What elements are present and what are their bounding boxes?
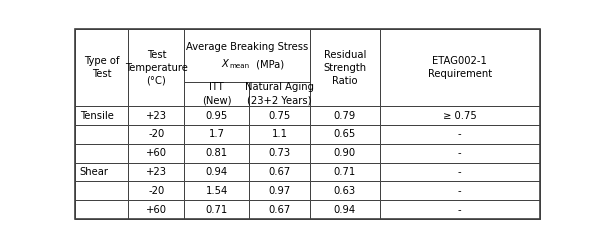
Text: -: -: [458, 186, 461, 196]
Text: 0.67: 0.67: [268, 167, 291, 177]
Bar: [128, 29, 184, 106]
Text: 0.73: 0.73: [269, 148, 290, 158]
Text: Natural Aging
(23+2 Years): Natural Aging (23+2 Years): [245, 82, 314, 106]
Bar: [310, 200, 380, 219]
Text: +23: +23: [146, 167, 167, 177]
Bar: [250, 163, 310, 182]
Bar: [75, 125, 128, 144]
Bar: [250, 82, 310, 106]
Text: ITT
(New): ITT (New): [202, 82, 232, 106]
Text: 0.94: 0.94: [206, 167, 228, 177]
Bar: [75, 200, 128, 219]
Bar: [184, 163, 250, 182]
Bar: [250, 200, 310, 219]
Text: 0.75: 0.75: [268, 111, 291, 121]
Text: -20: -20: [148, 130, 164, 140]
Bar: [310, 125, 380, 144]
Text: -: -: [458, 205, 461, 215]
Bar: [184, 106, 250, 125]
Text: Average Breaking Stress: Average Breaking Stress: [186, 42, 308, 52]
Bar: [128, 163, 184, 182]
Text: 0.63: 0.63: [334, 186, 356, 196]
Bar: [250, 182, 310, 200]
Text: Tensile: Tensile: [80, 111, 113, 121]
Bar: [128, 144, 184, 163]
Text: ETAG002-1
Requirement: ETAG002-1 Requirement: [428, 56, 492, 79]
Bar: [380, 182, 540, 200]
Bar: [380, 106, 540, 125]
Text: Type of
Test: Type of Test: [84, 56, 119, 79]
Text: +60: +60: [146, 205, 167, 215]
Text: Test
Temperature
(°C): Test Temperature (°C): [125, 50, 188, 86]
Text: 1.54: 1.54: [206, 186, 228, 196]
Bar: [184, 125, 250, 144]
Bar: [75, 163, 128, 182]
Bar: [75, 29, 128, 106]
Text: 0.81: 0.81: [206, 148, 228, 158]
Bar: [128, 125, 184, 144]
Bar: [184, 182, 250, 200]
Text: +60: +60: [146, 148, 167, 158]
Bar: [380, 144, 540, 163]
Bar: [310, 163, 380, 182]
Bar: [250, 125, 310, 144]
Text: 0.90: 0.90: [334, 148, 356, 158]
Bar: [250, 106, 310, 125]
Text: -: -: [458, 148, 461, 158]
Bar: [75, 144, 128, 163]
Text: 0.97: 0.97: [268, 186, 291, 196]
Text: 0.79: 0.79: [334, 111, 356, 121]
Text: 0.71: 0.71: [206, 205, 228, 215]
Text: mean: mean: [229, 63, 250, 69]
Bar: [75, 106, 128, 125]
Text: 1.1: 1.1: [272, 130, 287, 140]
Bar: [250, 144, 310, 163]
Text: (MPa): (MPa): [253, 59, 284, 69]
Bar: [380, 163, 540, 182]
Bar: [128, 182, 184, 200]
Bar: [380, 125, 540, 144]
Bar: [380, 29, 540, 106]
Text: -20: -20: [148, 186, 164, 196]
Bar: [184, 144, 250, 163]
Text: 0.95: 0.95: [206, 111, 228, 121]
Bar: [128, 106, 184, 125]
Bar: [310, 106, 380, 125]
Bar: [310, 182, 380, 200]
Text: 0.65: 0.65: [334, 130, 356, 140]
Bar: [310, 144, 380, 163]
Text: 0.71: 0.71: [334, 167, 356, 177]
Text: Shear: Shear: [80, 167, 109, 177]
Text: 0.67: 0.67: [268, 205, 291, 215]
Text: X: X: [221, 59, 229, 69]
Bar: [184, 29, 310, 82]
Text: 1.7: 1.7: [209, 130, 225, 140]
Bar: [184, 82, 250, 106]
Text: Residual
Strength
Ratio: Residual Strength Ratio: [323, 50, 366, 86]
Text: ≥ 0.75: ≥ 0.75: [443, 111, 476, 121]
Text: -: -: [458, 130, 461, 140]
Bar: [184, 200, 250, 219]
Text: -: -: [458, 167, 461, 177]
Bar: [310, 29, 380, 106]
Text: 0.94: 0.94: [334, 205, 356, 215]
Bar: [75, 182, 128, 200]
Text: +23: +23: [146, 111, 167, 121]
Bar: [128, 200, 184, 219]
Bar: [380, 200, 540, 219]
